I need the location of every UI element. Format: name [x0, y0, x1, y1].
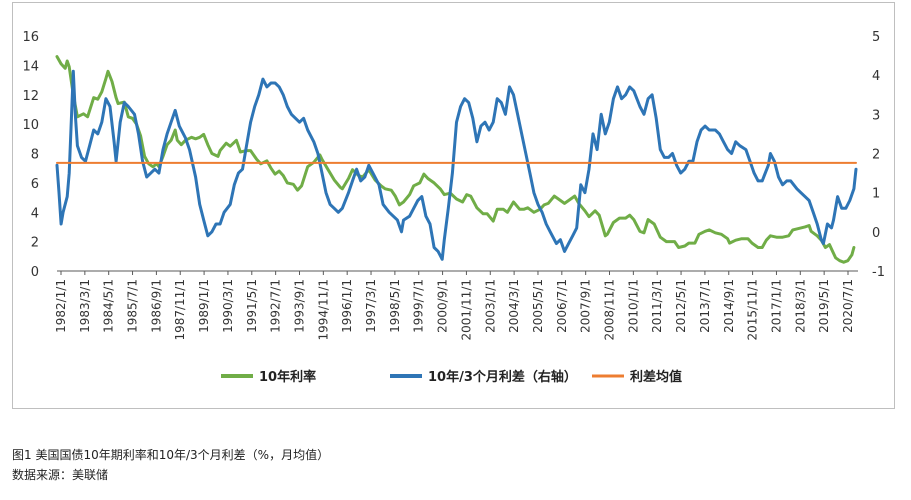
- x-tick-label: 2018/3/1: [793, 279, 807, 333]
- x-tick-label: 1992/7/1: [269, 279, 283, 333]
- chart-legend: 10年利率 10年/3个月利差（右轴） 利差均值: [221, 369, 682, 385]
- x-tick-label: 1994/11/1: [316, 279, 330, 341]
- series-line-1: [55, 55, 856, 264]
- x-tick-label: 2001/11/1: [459, 279, 473, 341]
- y-left-tick-label: 6: [31, 177, 39, 192]
- chart-series: [55, 55, 858, 264]
- x-tick-label: 1997/3/1: [364, 279, 378, 333]
- y-left-tick-label: 12: [22, 89, 39, 104]
- x-tick-label: 2012/5/1: [674, 279, 688, 333]
- x-tick-label: 1987/11/1: [173, 279, 187, 341]
- series-line-2: [55, 69, 858, 261]
- x-tick-label: 1983/3/1: [78, 279, 92, 333]
- x-tick-label: 2005/5/1: [531, 279, 545, 333]
- legend-label-3: 利差均值: [630, 369, 682, 385]
- x-tick-label: 1991/5/1: [245, 279, 259, 333]
- y-right-tick-label: 1: [872, 187, 880, 202]
- x-tick-label: 1984/5/1: [102, 279, 116, 333]
- y-right-tick-label: -1: [872, 265, 885, 280]
- y-right-tick-label: 0: [872, 226, 880, 241]
- y-left-tick-label: 10: [22, 118, 39, 133]
- x-tick-label: 2004/3/1: [507, 279, 521, 333]
- x-tick-label: 2013/7/1: [698, 279, 712, 333]
- y-right-tick-label: 5: [872, 30, 880, 45]
- y-right-tick-label: 3: [872, 108, 880, 123]
- y-left-tick-label: 2: [31, 236, 39, 251]
- x-tick-label: 2008/11/1: [603, 279, 617, 341]
- x-tick-label: 2000/9/1: [436, 279, 450, 333]
- x-tick-label: 1986/9/1: [149, 279, 163, 333]
- y-left-tick-label: 8: [31, 148, 39, 163]
- x-tick-label: 2017/1/1: [769, 279, 783, 333]
- x-tick-label: 1993/9/1: [292, 279, 306, 333]
- x-tick-label: 1982/1/1: [54, 279, 68, 333]
- legend-label-1: 10年利率: [259, 369, 316, 385]
- chart-frame: 0 2 4 6 8 10 12 14 16 -1 0 1 2 3 4 5 1982/1/1 1983/3/1 198…: [12, 2, 895, 409]
- y-left-tick-label: 0: [31, 265, 39, 280]
- y-right-tick-label: 2: [872, 148, 880, 163]
- x-tick-label: 1996/1/1: [340, 279, 354, 333]
- x-tick-label: 2011/3/1: [650, 279, 664, 333]
- x-tick-label: 1990/3/1: [221, 279, 235, 333]
- x-tick-label: 1998/5/1: [388, 279, 402, 333]
- x-tick-label: 2019/5/1: [817, 279, 831, 333]
- y-left-tick-label: 14: [22, 59, 39, 74]
- y-left-tick-label: 4: [31, 206, 39, 221]
- x-tick-label: 2015/11/1: [746, 279, 760, 341]
- y-left-tick-label: 16: [22, 30, 39, 45]
- y-right-tick-label: 4: [872, 69, 880, 84]
- x-tick-label: 1989/1/1: [197, 279, 211, 333]
- x-tick-label: 2014/9/1: [722, 279, 736, 333]
- x-tick-label: 2006/7/1: [555, 279, 569, 333]
- x-tick-label: 2007/9/1: [579, 279, 593, 333]
- x-tick-label: 2010/1/1: [626, 279, 640, 333]
- x-tick-label: 2020/7/1: [841, 279, 855, 333]
- x-tick-label: 1999/7/1: [412, 279, 426, 333]
- legend-label-2: 10年/3个月利差（右轴）: [428, 369, 577, 385]
- x-tick-label: 1985/7/1: [126, 279, 140, 333]
- figure-caption: 图1 美国国债10年期利率和10年/3个月利差（%，月均值）: [12, 448, 330, 462]
- figure-source: 数据来源：美联储: [12, 468, 109, 482]
- x-tick-label: 2003/1/1: [483, 279, 497, 333]
